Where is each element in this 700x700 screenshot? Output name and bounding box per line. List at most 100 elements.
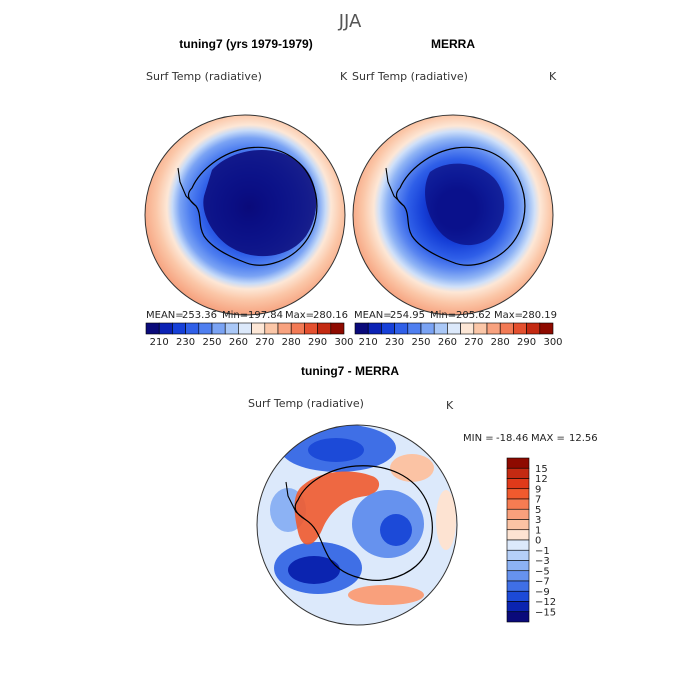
diff-colorbar-swatch [506,508,530,520]
panel-model-variable: Surf Temp (radiative) [146,70,262,83]
diff-colorbar-tick-label: −1 [535,546,550,557]
model-colorbar-tick-label: 300 [334,337,353,348]
model-map-border [144,114,346,316]
diff-min-label: MIN = [463,433,494,444]
obs-colorbar-swatch [447,322,461,335]
diff-colorbar-tick-label: 3 [535,515,541,526]
obs-colorbar-swatch [354,322,369,335]
model-colorbar-swatch [145,322,160,335]
panel-obs-title: MERRA [431,37,475,51]
model-min-value: 197.84 [248,310,283,321]
model-colorbar-swatch [304,322,318,335]
obs-colorbar-swatch [367,322,382,335]
obs-colorbar-tick-label: 250 [411,337,430,348]
model-mean-label: MEAN= [146,310,184,321]
model-max-label: Max= [285,310,314,321]
obs-peninsula [385,167,405,207]
diff-map-border [256,424,458,626]
diff-anomaly-positive-south [348,585,424,605]
obs-colorbar-tick-label: 290 [517,337,536,348]
obs-colorbar-tick-label: 210 [359,337,378,348]
diff-colorbar-swatch [506,488,530,500]
obs-colorbar: 210 230 250 260 270 280 290 300 [354,322,563,348]
model-colorbar-swatch [158,322,173,335]
obs-antarctica-coastline [395,146,526,266]
obs-colorbar-swatch [486,322,501,335]
panel-diff-variable: Surf Temp (radiative) [248,397,364,410]
obs-colorbar-tick-label: 230 [385,337,404,348]
diff-anomaly-negative-interior-core [380,514,412,546]
obs-max-value: 280.19 [522,310,557,321]
obs-colorbar-swatch [394,322,409,335]
diff-anomaly-positive-east-ocean [436,490,456,550]
diff-colorbar-swatch [506,549,530,561]
diff-anomaly-positive-northeast [390,454,434,482]
diff-colorbar-swatch [506,590,530,602]
model-colorbar-swatch [317,322,332,335]
model-colorbar-tick-label: 210 [150,337,169,348]
obs-colorbar-swatch [420,322,435,335]
obs-colorbar-swatch [433,322,448,335]
panel-model-map [145,115,345,315]
diff-anomaly-negative-north-core [308,438,364,462]
diff-colorbar-tick-label: 12 [535,474,548,485]
obs-colorbar-swatch [407,322,422,335]
panel-model: tuning7 (yrs 1979-1979) Surf Temp (radia… [144,37,354,348]
obs-mean-label: MEAN= [354,310,392,321]
diff-colorbar-swatch [506,519,530,531]
model-colorbar-swatch [277,322,292,335]
model-colorbar-tick-label: 270 [255,337,274,348]
panel-diff-map [257,425,457,625]
diff-colorbar-swatch [506,457,530,469]
model-max-value: 280.16 [313,310,348,321]
model-colorbar-tick-label: 260 [229,337,248,348]
model-land-interior [203,149,317,257]
panel-model-units: K [340,70,348,83]
diff-colorbar-swatch [506,560,530,572]
obs-mean-value: 254.95 [390,310,425,321]
diff-colorbar-tick-label: −3 [535,556,550,567]
model-colorbar-tick-label: 290 [308,337,327,348]
panel-diff-title: tuning7 - MERRA [301,364,399,378]
diff-colorbar-swatch [506,611,530,623]
model-peninsula [177,167,197,207]
diff-colorbar-tick-label: −7 [535,577,550,588]
model-colorbar-swatch [185,322,200,335]
model-stats: MEAN= 253.36 Min= 197.84 Max= 280.16 [146,310,348,321]
obs-min-value: 205.62 [456,310,491,321]
diff-colorbar-swatch [506,498,530,510]
obs-colorbar-swatch [526,322,541,335]
panel-observations: MERRA Surf Temp (radiative) K MEAN= 254.… [352,37,563,348]
diff-colorbar-tick-label: −5 [535,566,550,577]
diff-min-value: -18.46 [496,433,528,444]
model-colorbar: 210 230 250 260 270 280 290 300 [145,322,354,348]
obs-colorbar-swatch [539,322,554,335]
model-mean-value: 253.36 [182,310,217,321]
model-min-label: Min= [222,310,248,321]
diff-colorbar-tick-label: 7 [535,495,541,506]
diff-colorbar-swatch [506,570,530,582]
obs-colorbar-tick-label: 260 [438,337,457,348]
diff-colorbar-tick-label: −12 [535,597,556,608]
obs-map-border [352,114,554,316]
diff-max-value: 12.56 [569,433,598,444]
model-colorbar-swatch [238,322,252,335]
diff-colorbar-tick-label: 15 [535,464,548,475]
model-colorbar-swatch [198,322,213,335]
diff-antarctica-coastline [294,465,433,581]
diff-colorbar-tick-label: −9 [535,587,550,598]
diff-colorbar-tick-label: 5 [535,505,541,516]
obs-land-interior [425,163,505,246]
model-colorbar-swatch [211,322,226,335]
obs-colorbar-swatch [381,322,395,335]
panel-difference: tuning7 - MERRA Surf Temp (radiative) K … [248,364,598,626]
obs-colorbar-tick-label: 280 [491,337,510,348]
obs-colorbar-swatch [499,322,514,335]
obs-colorbar-tick-label: 300 [543,337,562,348]
obs-min-label: Min= [430,310,456,321]
model-colorbar-tick-label: 250 [202,337,221,348]
diff-colorbar-tick-label: 0 [535,536,541,547]
diff-anomaly-positive-coast [294,471,380,545]
